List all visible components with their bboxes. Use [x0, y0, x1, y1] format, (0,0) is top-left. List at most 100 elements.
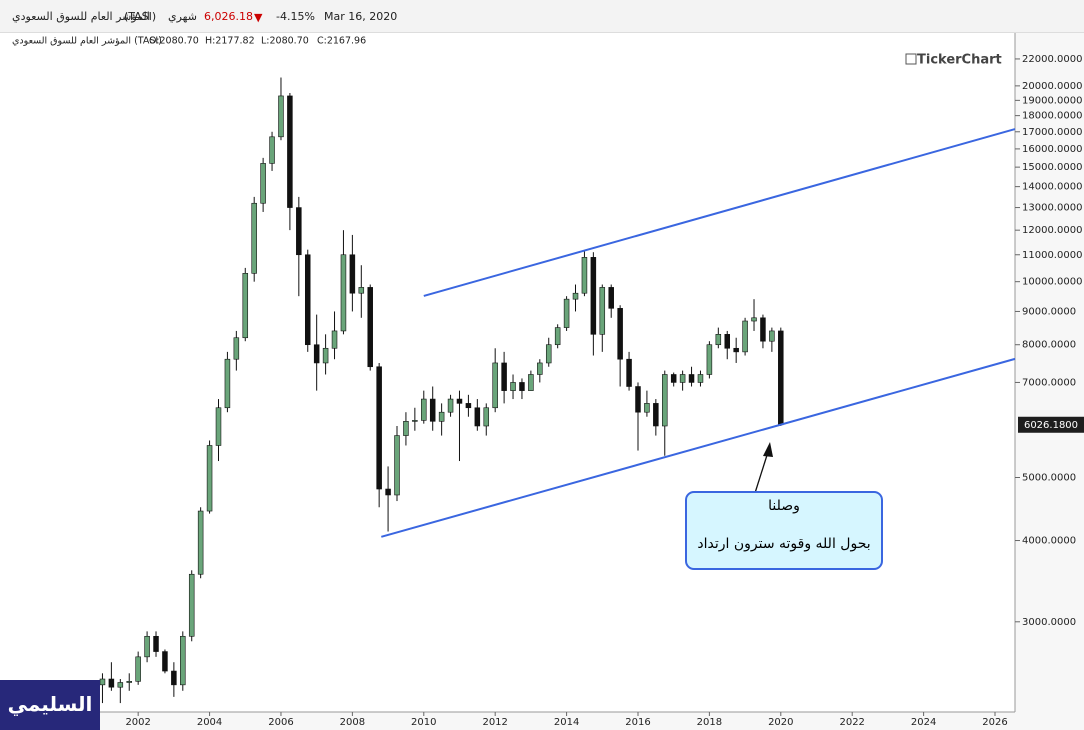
candle-body — [304, 254, 311, 346]
candle-body — [599, 287, 606, 335]
candle-body — [376, 366, 382, 490]
watermark: TickerChart — [917, 53, 1002, 68]
info-close: C:2167.96 — [317, 36, 366, 47]
candle-body — [358, 287, 365, 294]
candle-body — [751, 317, 757, 322]
x-tick-label: 2004 — [197, 717, 222, 728]
symbol: (TASI) — [124, 10, 157, 23]
candle-body — [135, 656, 141, 682]
candle-body — [367, 287, 373, 368]
x-tick-label: 2010 — [411, 717, 436, 728]
x-tick-label: 2006 — [268, 717, 293, 728]
candle-body — [412, 420, 418, 422]
candle-body — [421, 398, 427, 421]
info-high: H:2177.82 — [205, 36, 255, 47]
candle-body — [447, 398, 454, 413]
candle-body — [180, 635, 186, 686]
candle-body — [715, 334, 722, 346]
x-tick-label: 2002 — [125, 717, 150, 728]
trend-line — [381, 357, 1016, 538]
x-tick-label: 2008 — [340, 717, 365, 728]
y-tick-label: 17000.0000 — [1022, 127, 1082, 138]
candle-body — [510, 382, 516, 391]
y-tick-label: 11000.0000 — [1022, 250, 1082, 261]
y-tick-label: 15000.0000 — [1022, 162, 1082, 173]
candle-body — [554, 327, 561, 346]
y-tick-label: 12000.0000 — [1022, 225, 1082, 236]
y-tick-label: 3000.0000 — [1022, 617, 1076, 628]
candle-body — [519, 382, 525, 391]
candle-body — [688, 374, 695, 383]
x-tick-label: 2022 — [839, 717, 864, 728]
candle-body — [501, 362, 507, 391]
y-tick-label: 10000.0000 — [1022, 277, 1082, 288]
candle-body — [224, 358, 231, 409]
candle-body — [188, 573, 195, 637]
candle-body — [349, 254, 356, 294]
x-axis-area — [0, 712, 1084, 730]
candle-body — [322, 347, 329, 364]
annotation-arrow — [754, 451, 769, 494]
y-tick-label: 13000.0000 — [1022, 203, 1082, 214]
candle-body — [617, 308, 623, 360]
candle-body — [313, 344, 320, 364]
y-tick-label: 8000.0000 — [1022, 340, 1076, 351]
candle-body — [563, 298, 570, 328]
candle-body — [153, 635, 159, 652]
info-open: O:2080.70 — [149, 36, 199, 47]
logo-icon — [905, 53, 917, 65]
candle-body — [108, 678, 115, 688]
x-tick-label: 2012 — [482, 717, 507, 728]
candle-body — [679, 374, 686, 383]
y-tick-label: 18000.0000 — [1022, 111, 1082, 122]
candle-body — [340, 254, 347, 332]
y-tick-label: 14000.0000 — [1022, 182, 1082, 193]
candle-body — [171, 670, 177, 686]
info-name: المؤشر العام للسوق السعودي (TASI) — [12, 36, 162, 47]
header: المؤشر العام للسوق السعودي (TASI) شهري 6… — [0, 0, 1084, 33]
candle-body — [296, 207, 302, 256]
candle-body — [653, 403, 659, 427]
candle-body — [492, 362, 498, 409]
candle-body — [724, 334, 730, 349]
y-tick-label: 9000.0000 — [1022, 306, 1076, 317]
candle-body — [429, 398, 436, 422]
y-tick-label: 22000.0000 — [1022, 54, 1082, 65]
candle-body — [733, 347, 739, 353]
candle-body — [162, 651, 168, 672]
last-price-box — [1018, 416, 1084, 433]
y-tick-label: 5000.0000 — [1022, 472, 1076, 483]
candle-body — [331, 330, 338, 349]
candle-body — [760, 317, 766, 342]
x-tick-label: 2016 — [625, 717, 650, 728]
y-tick-label: 7000.0000 — [1022, 377, 1076, 388]
annotation-line: وصلنا — [768, 498, 800, 514]
candle-body — [438, 411, 445, 422]
y-tick-label: 4000.0000 — [1022, 536, 1076, 547]
candle-body — [626, 358, 632, 387]
candle-body — [394, 435, 400, 496]
candle-body — [662, 374, 668, 427]
candle-body — [403, 421, 409, 436]
candle-body — [769, 330, 775, 342]
candle-body — [287, 95, 293, 208]
badge: السليمي — [0, 680, 100, 730]
x-tick-label: 2014 — [554, 717, 579, 728]
candle-body — [242, 273, 249, 339]
candle-body — [99, 678, 106, 686]
candle-body — [206, 445, 213, 512]
candle-body — [260, 163, 266, 204]
index-name: المؤشر العام للسوق السعودي — [12, 10, 150, 23]
candle-body — [474, 407, 481, 427]
trend-line — [423, 128, 1016, 297]
candle-body — [697, 374, 704, 383]
candle-body — [233, 337, 240, 360]
candle-body — [742, 320, 748, 353]
candle-body — [483, 407, 490, 427]
candle-body — [385, 488, 391, 496]
candle-body — [251, 202, 257, 274]
period: شهري — [168, 10, 197, 23]
change: -4.15% — [276, 10, 315, 23]
candle-body — [635, 386, 641, 413]
